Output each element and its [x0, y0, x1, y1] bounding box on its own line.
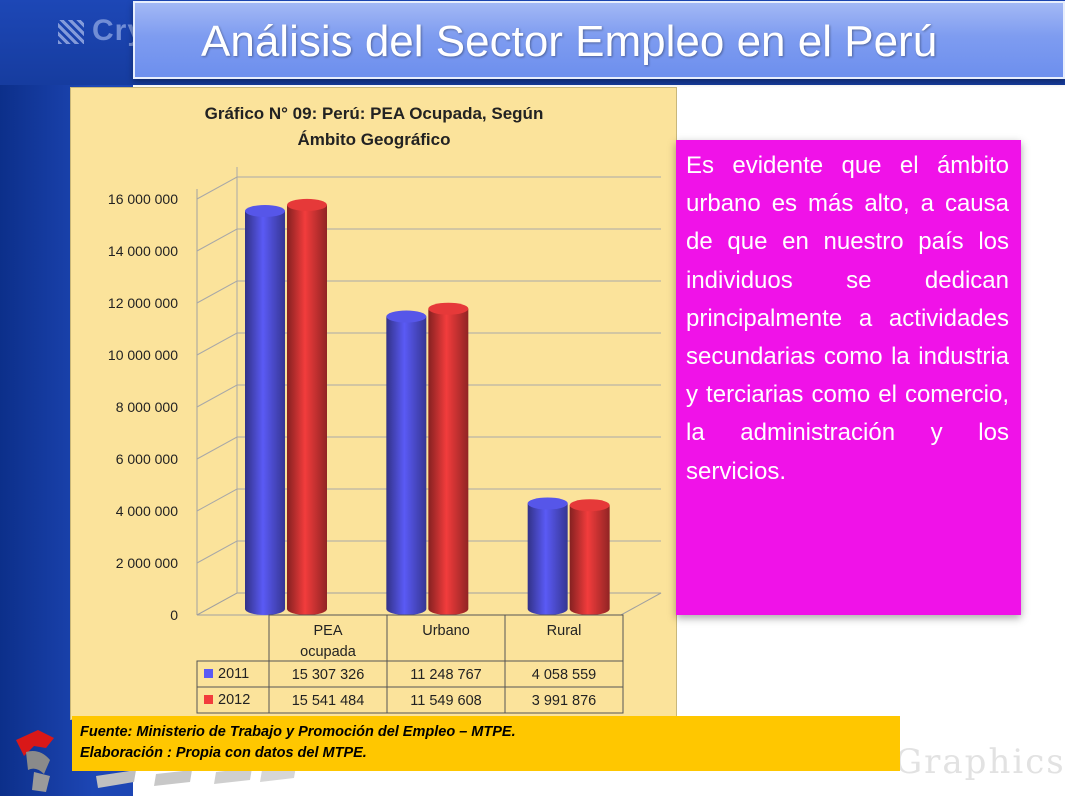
gridline	[196, 176, 661, 200]
title-bar: Análisis del Sector Empleo en el Perú	[133, 1, 1065, 79]
commentary-box	[676, 140, 1021, 615]
y-tick-label: 6 000 000	[116, 451, 178, 467]
y-tick-label: 16 000 000	[108, 191, 178, 207]
x-tick-label: ocupada	[300, 644, 357, 660]
chart-title-line1: Gráfico N° 09: Perú: PEA Ocupada, Según	[205, 104, 544, 123]
source-line: Fuente: Ministerio de Trabajo y Promoció…	[80, 724, 516, 740]
data-label: 3 991 876	[532, 693, 597, 709]
bar-2012-1	[428, 308, 469, 615]
chart-title-line2: Ámbito Geográfico	[297, 130, 450, 149]
bar-top-2012-0	[287, 198, 327, 211]
elaboration-line: Elaboración : Propia con datos del MTPE.	[80, 745, 367, 761]
bar-top-2011-2	[527, 497, 568, 510]
x-tick-label: Urbano	[422, 623, 470, 639]
legend-label-2012: 2012	[218, 692, 250, 708]
watermark-logo-icon	[58, 20, 84, 44]
commentary-text: Es evidente que el ámbito urbano es más …	[686, 152, 1009, 485]
x-tick-label: PEA	[313, 623, 342, 639]
watermark-bottom: Graphics	[895, 742, 1065, 782]
data-label: 11 248 767	[410, 667, 482, 683]
legend-swatch-2012	[204, 695, 213, 704]
y-tick-label: 8 000 000	[116, 399, 178, 415]
bar-2011-1	[386, 316, 427, 615]
y-tick-label: 10 000 000	[108, 347, 178, 363]
y-tick-label: 14 000 000	[108, 243, 178, 259]
bar-top-2011-0	[245, 205, 285, 218]
data-label: 15 541 484	[292, 693, 365, 709]
source-note: Fuente: Ministerio de Trabajo y Promoció…	[72, 716, 900, 771]
y-tick-label: 4 000 000	[116, 503, 178, 519]
y-tick-label: 12 000 000	[108, 295, 178, 311]
bar-chart: Gráfico N° 09: Perú: PEA Ocupada, Según Á…	[108, 104, 662, 714]
bar-top-2011-1	[386, 310, 427, 323]
y-tick-label: 0	[170, 607, 178, 623]
bar-top-2012-2	[569, 499, 610, 512]
legend-label-2011: 2011	[218, 666, 249, 682]
bar-top-2012-1	[428, 302, 469, 315]
x-tick-label: Rural	[547, 623, 582, 639]
bar-2011-0	[245, 211, 285, 615]
data-label: 11 549 608	[410, 693, 482, 709]
legend-swatch-2011	[204, 669, 213, 678]
bar-2012-0	[287, 204, 327, 615]
bar-2012-2	[569, 505, 610, 615]
data-label: 4 058 559	[532, 667, 597, 683]
chart-panel: Gráfico N° 09: Perú: PEA Ocupada, Según Á…	[70, 87, 677, 720]
bar-2011-2	[527, 503, 568, 615]
page-title: Análisis del Sector Empleo en el Perú	[201, 17, 938, 66]
data-label: 15 307 326	[292, 667, 365, 683]
y-tick-label: 2 000 000	[116, 555, 178, 571]
